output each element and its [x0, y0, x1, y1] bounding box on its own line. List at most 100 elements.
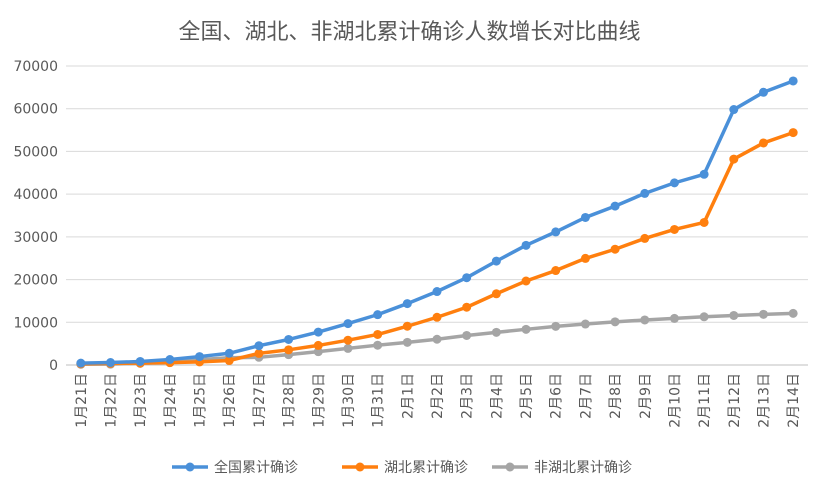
x-tick-label: 2月3日	[460, 373, 476, 419]
y-tick-label: 50000	[13, 144, 58, 160]
chart-title: 全国、湖北、非湖北累计确诊人数增长对比曲线	[178, 20, 641, 45]
data-point	[402, 299, 412, 309]
data-point	[758, 138, 768, 148]
data-point	[462, 330, 472, 340]
data-point	[669, 313, 679, 323]
data-point	[373, 310, 383, 320]
data-point	[284, 334, 294, 344]
data-point	[224, 356, 234, 366]
y-tick-label: 0	[49, 358, 58, 374]
data-point	[135, 356, 145, 366]
x-tick-label: 2月12日	[727, 373, 743, 428]
x-tick-label: 2月10日	[667, 373, 683, 428]
data-point	[610, 244, 620, 254]
data-point	[373, 329, 383, 339]
x-tick-label: 2月14日	[786, 373, 802, 428]
data-point	[402, 321, 412, 331]
x-tick-label: 1月21日	[74, 373, 90, 428]
x-tick-label: 2月4日	[489, 373, 505, 419]
x-tick-label: 1月24日	[163, 373, 179, 428]
axes: 0 10000 20000 30000 40000 50000 60000 70000 1月21…	[13, 59, 802, 428]
x-tick-label: 2月7日	[578, 373, 594, 419]
x-tick-label: 1月23日	[133, 373, 149, 428]
data-point	[521, 324, 531, 334]
data-point	[254, 341, 264, 351]
x-tick-label: 2月11日	[697, 373, 713, 428]
data-point	[580, 253, 590, 263]
data-point	[788, 76, 798, 86]
legend: 全国累计确诊 湖北累计确诊 非湖北累计确诊	[172, 459, 632, 476]
data-point	[521, 240, 531, 250]
data-point	[224, 348, 234, 358]
data-point	[699, 312, 709, 322]
data-point	[313, 347, 323, 357]
data-point	[669, 178, 679, 188]
data-point	[165, 355, 175, 365]
data-point	[313, 340, 323, 350]
data-point	[254, 348, 264, 358]
x-tick-label: 1月25日	[193, 373, 209, 428]
legend-swatch-marker	[355, 462, 365, 472]
data-point	[491, 327, 501, 337]
data-point	[491, 256, 501, 266]
data-point	[343, 343, 353, 353]
data-point	[699, 169, 709, 179]
series-line	[80, 130, 794, 366]
legend-label: 湖北累计确诊	[384, 460, 468, 476]
x-tick-label: 2月8日	[608, 373, 624, 419]
data-point	[343, 335, 353, 345]
data-point	[313, 327, 323, 337]
x-tick-label: 1月31日	[371, 373, 387, 428]
data-point	[402, 337, 412, 347]
data-point	[729, 310, 739, 320]
data-point	[551, 321, 561, 331]
data-point	[491, 289, 501, 299]
legend-label: 非湖北累计确诊	[534, 460, 632, 476]
data-point	[758, 87, 768, 97]
y-tick-label: 40000	[13, 187, 58, 203]
x-tick-label: 1月22日	[104, 373, 120, 428]
legend-swatch-marker	[185, 462, 195, 472]
legend-item: 非湖北累计确诊	[492, 460, 632, 476]
data-point	[729, 154, 739, 164]
data-point	[580, 319, 590, 329]
data-point	[373, 340, 383, 350]
x-tick-label: 2月9日	[638, 373, 654, 419]
x-tick-label: 2月2日	[430, 373, 446, 419]
data-point	[669, 224, 679, 234]
data-point	[551, 227, 561, 237]
data-point	[521, 276, 531, 286]
series-2	[76, 128, 798, 369]
series-1	[76, 76, 798, 368]
y-tick-label: 30000	[13, 230, 58, 246]
data-point	[284, 345, 294, 355]
data-point	[699, 217, 709, 227]
data-point	[788, 128, 798, 138]
grid-lines	[66, 65, 808, 366]
data-point	[551, 266, 561, 276]
data-point	[106, 358, 116, 368]
x-tick-label: 2月5日	[519, 373, 535, 419]
data-point	[462, 273, 472, 283]
x-tick-label: 1月28日	[282, 373, 298, 428]
legend-item: 湖北累计确诊	[342, 460, 468, 476]
data-point	[610, 317, 620, 327]
y-tick-label: 70000	[13, 59, 58, 75]
x-tick-label: 2月13日	[756, 373, 772, 428]
x-tick-label: 2月1日	[400, 373, 416, 419]
data-point	[76, 358, 86, 368]
x-tick-label: 1月26日	[222, 373, 238, 428]
x-tick-label: 2月6日	[549, 373, 565, 419]
data-point	[432, 334, 442, 344]
data-point	[462, 302, 472, 312]
data-point	[580, 212, 590, 222]
series-layer	[76, 76, 798, 369]
data-point	[343, 319, 353, 329]
y-tick-label: 10000	[13, 315, 58, 331]
data-point	[432, 287, 442, 297]
data-point	[640, 315, 650, 325]
y-tick-label: 60000	[13, 102, 58, 118]
legend-label: 全国累计确诊	[214, 459, 298, 476]
x-tick-label: 1月27日	[252, 373, 268, 428]
